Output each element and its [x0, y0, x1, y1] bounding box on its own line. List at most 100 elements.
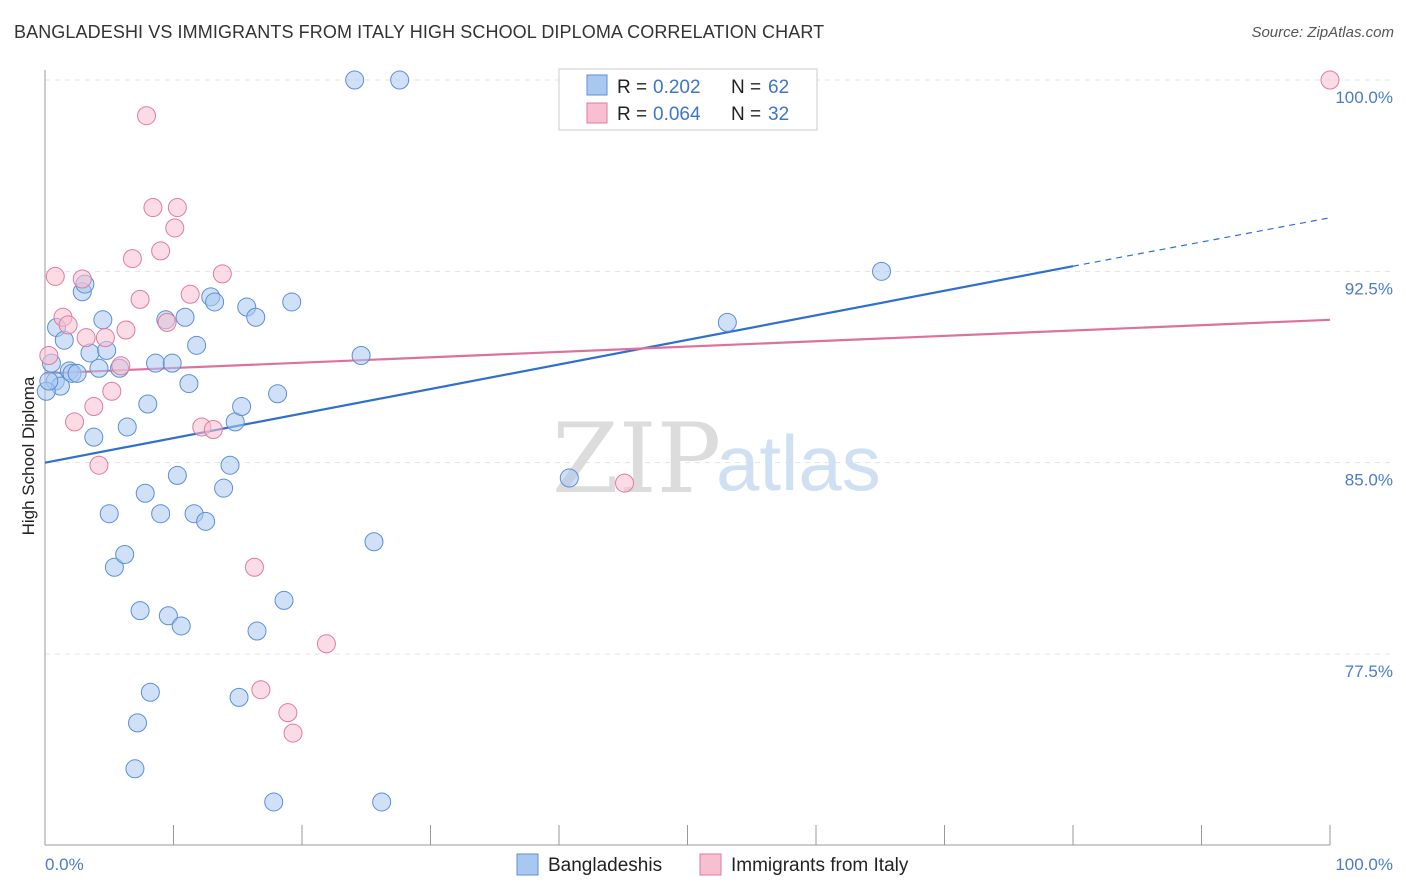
point-series0-57	[559, 468, 579, 488]
point-series1-13	[122, 249, 142, 269]
point-series0-49	[268, 384, 288, 404]
point-series0-27	[151, 504, 171, 524]
chart-title: BANGLADESHI VS IMMIGRANTS FROM ITALY HIG…	[14, 22, 825, 42]
point-series0-39	[205, 292, 225, 312]
watermark-atlas: atlas	[716, 419, 881, 507]
point-series1-30	[615, 473, 635, 493]
point-series0-12	[89, 358, 109, 378]
point-series1-14	[130, 289, 150, 309]
point-series1-29	[316, 634, 336, 654]
point-series0-52	[345, 70, 365, 90]
point-series0-41	[220, 455, 240, 475]
stats-n-label-2: N =	[731, 104, 761, 125]
point-series0-11	[84, 427, 104, 447]
point-series0-37	[196, 511, 216, 531]
point-series0-47	[247, 621, 267, 641]
point-series0-25	[140, 682, 160, 702]
point-series1-18	[157, 312, 177, 332]
point-series0-24	[138, 394, 158, 414]
y-tick-label-3: 100.0%	[1335, 88, 1393, 107]
point-series0-44	[232, 397, 252, 417]
gridlines	[45, 79, 1395, 655]
point-series0-43	[229, 687, 249, 707]
point-series0-58	[717, 312, 737, 332]
point-series0-32	[171, 616, 191, 636]
point-series1-20	[167, 198, 187, 218]
point-series0-46	[246, 307, 266, 327]
point-series1-11	[111, 356, 131, 376]
legend-swatch-italy	[699, 853, 722, 876]
stats-box: R = 0.202 N = 62 R = 0.064 N = 32	[558, 68, 818, 131]
point-series1-19	[165, 218, 185, 238]
point-series1-23	[203, 420, 223, 440]
stats-n-value-2: 32	[768, 104, 789, 125]
point-series1-6	[76, 328, 96, 348]
point-series0-48	[264, 792, 284, 812]
legend-swatch-bangladeshis	[516, 853, 539, 876]
point-series0-30	[162, 353, 182, 373]
point-series0-59	[872, 261, 892, 281]
point-series0-22	[130, 601, 150, 621]
point-series0-18	[115, 545, 135, 565]
point-series0-15	[99, 504, 119, 524]
point-series0-55	[372, 792, 392, 812]
stats-swatch-bangladeshis	[586, 74, 608, 96]
legend-label-bangladeshis: Bangladeshis	[548, 855, 662, 876]
data-points	[36, 70, 1340, 812]
stats-n-label-1: N =	[731, 77, 761, 98]
trend-line-series1	[44, 318, 1331, 375]
point-series0-13	[93, 310, 113, 330]
legend: Bangladeshis Immigrants from Italy	[516, 853, 909, 876]
point-series0-33	[175, 307, 195, 327]
y-axis-label: High School Diploma	[19, 376, 38, 535]
stats-r-label-1: R =	[617, 77, 647, 98]
legend-label-italy: Immigrants from Italy	[731, 855, 909, 876]
stats-r-value-1: 0.202	[653, 77, 701, 98]
point-series0-54	[364, 532, 384, 552]
point-series1-5	[72, 269, 92, 289]
point-series1-16	[143, 198, 163, 218]
y-tick-label-1: 85.0%	[1345, 471, 1393, 490]
point-series0-36	[187, 335, 207, 355]
point-series1-26	[251, 680, 271, 700]
point-series1-28	[283, 723, 303, 743]
point-series0-51	[282, 292, 302, 312]
trend-line-extension-series0	[1072, 217, 1331, 267]
point-series0-20	[125, 759, 145, 779]
point-series0-29	[158, 606, 178, 626]
point-series1-9	[95, 328, 115, 348]
point-series1-0	[39, 346, 59, 366]
point-series1-1	[45, 266, 65, 286]
point-series1-4	[65, 412, 85, 432]
point-series1-10	[102, 381, 122, 401]
point-series1-27	[278, 703, 298, 723]
y-tick-label-2: 92.5%	[1345, 279, 1393, 298]
point-series0-56	[390, 70, 410, 90]
point-series1-17	[151, 241, 171, 261]
point-series0-34	[179, 374, 199, 394]
point-series1-25	[244, 557, 264, 577]
point-series0-7	[67, 363, 87, 383]
y-axis-tick-labels: 77.5% 85.0% 92.5% 100.0%	[1335, 88, 1393, 681]
x-tick-label-max: 100.0%	[1335, 855, 1393, 874]
point-series0-61	[39, 371, 59, 391]
point-series1-3	[58, 315, 78, 335]
point-series1-8	[89, 455, 109, 475]
point-series0-21	[128, 713, 148, 733]
stats-swatch-italy	[586, 102, 608, 124]
point-series1-21	[180, 284, 200, 304]
point-series0-53	[351, 346, 371, 366]
point-series0-16	[104, 557, 124, 577]
point-series1-12	[116, 320, 136, 340]
stats-r-value-2: 0.064	[653, 104, 701, 125]
point-series0-23	[135, 483, 155, 503]
stats-n-value-1: 62	[768, 77, 789, 98]
source-credit: Source: ZipAtlas.com	[1251, 24, 1394, 41]
point-series1-31	[1320, 70, 1340, 90]
point-series1-7	[84, 397, 104, 417]
point-series0-40	[214, 478, 234, 498]
point-series1-24	[212, 264, 232, 284]
watermark-zip: ZIP	[552, 403, 721, 515]
x-tick-label-min: 0.0%	[45, 855, 84, 874]
